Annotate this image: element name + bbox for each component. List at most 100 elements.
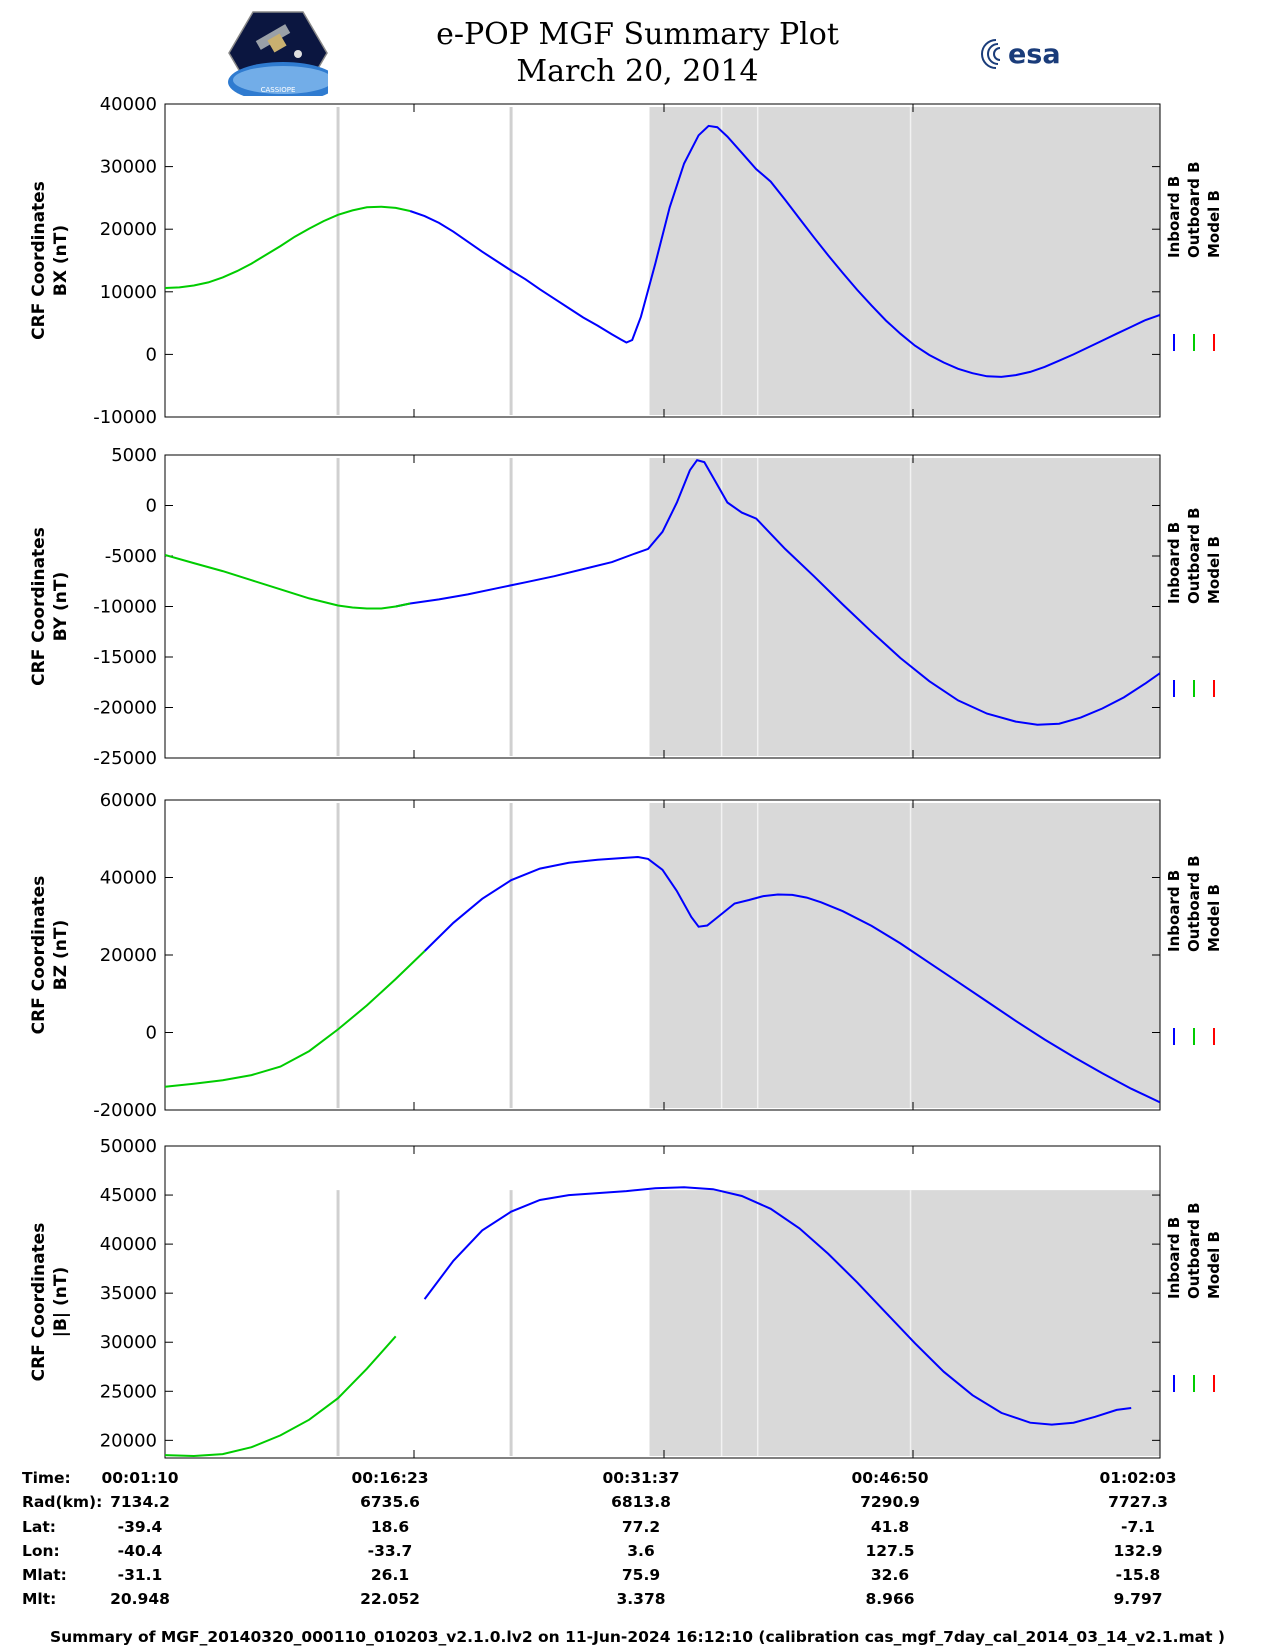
info-cell: 75.9 [621,1566,661,1585]
y-axis-label-line1: CRF Coordinates [29,876,49,1035]
axes-box [164,1145,1161,1459]
info-cell: 20.948 [110,1590,170,1609]
info-cell: 18.6 [370,1517,410,1536]
info-cell: 7727.3 [1108,1493,1168,1512]
esa-logo: esa [981,39,1061,70]
y-axis-label-line1: CRF Coordinates [29,527,49,686]
y-axis-label-line2: |B| (nT) [51,1267,71,1338]
eclipse-shading [649,107,1160,415]
axes-box [164,103,1161,418]
series-outboard-line [165,950,426,1088]
info-cell: 132.9 [1113,1541,1163,1560]
y-axis-label: CRF Coordinates BY (nT) [29,527,71,686]
series-inboard-line [423,855,1160,1104]
y-axis-label: CRF Coordinates BZ (nT) [29,876,71,1035]
info-row-label: Mlt: [22,1590,57,1609]
info-row: Lat: -39.4 18.6 77.2 41.8 -7.1 [22,1518,1212,1542]
y-tick-label: 0 [146,496,157,517]
title-line-1: e-POP MGF Summary Plot [436,17,839,52]
info-cell: 00:31:37 [602,1469,680,1487]
y-tick-label: 50000 [100,1136,157,1157]
y-axis-label-line1: CRF Coordinates [29,1223,49,1382]
info-cell: -33.7 [367,1541,413,1560]
info-cell: 00:16:23 [351,1469,429,1487]
info-row: Rad(km): 7134.2 6735.6 6813.8 7290.9 7727.3 [22,1493,1212,1517]
y-tick-label: 0 [146,344,157,365]
y-tick-label: -25000 [93,748,157,769]
y-tick-label: 25000 [100,1381,157,1402]
chart-panel-4: 20000 25000 30000 35000 40000 45000 50000 CRF C… [29,1136,1161,1459]
cassiope-logo: CASSIOPE [228,11,328,96]
eclipse-shading [649,458,1160,756]
info-cell: 6813.8 [611,1493,671,1512]
info-cell: 3.378 [616,1590,666,1609]
chart-panel-2: -25000 -20000 -15000 -10000 -5000 0 5000 CRF Co… [29,445,1161,769]
info-cell: -31.1 [117,1566,163,1585]
y-tick-label: -20000 [93,698,157,719]
info-cell: -40.4 [117,1541,163,1560]
info-row: Mlat: -31.1 26.1 75.9 32.6 -15.8 [22,1566,1212,1590]
info-cell: 3.6 [627,1541,655,1560]
series-outboard-line [165,554,411,610]
info-cell: 8.966 [865,1590,915,1609]
y-tick-label: 40000 [100,1234,157,1255]
info-row-label: Rad(km): [22,1493,103,1512]
info-cell: 00:01:10 [101,1469,179,1487]
info-cell: 00:46:50 [851,1469,929,1487]
info-row-label: Lat: [22,1517,56,1536]
y-tick-label: 20000 [100,945,157,966]
info-row-label: Lon: [22,1541,60,1560]
y-tick-label: 30000 [100,157,157,178]
eclipse-shading [649,1190,1160,1456]
info-cell: 6735.6 [360,1493,420,1512]
info-row: Mlt: 20.948 22.052 3.378 8.966 9.797 [22,1590,1212,1614]
info-cell: 01:02:03 [1099,1469,1177,1487]
info-row: Time: 00:01:10 00:16:23 00:31:37 00:46:50 01:… [22,1469,1212,1493]
info-cell: 26.1 [370,1566,410,1585]
info-row-label: Time: [22,1469,71,1487]
y-tick-label: -20000 [93,1100,157,1121]
y-tick-label: 35000 [100,1283,157,1304]
info-cell: -7.1 [1121,1517,1155,1536]
info-cell: -15.8 [1115,1566,1161,1585]
y-tick-label: -5000 [105,546,157,567]
plot-title: e-POP MGF Summary Plot March 20, 2014 [0,16,1275,90]
y-tick-label: 20000 [100,1430,157,1451]
y-tick-label: -10000 [93,597,157,618]
info-cell: -39.4 [117,1517,163,1536]
y-tick-label: 40000 [100,94,157,115]
y-axis-label: CRF Coordinates |B| (nT) [29,1223,71,1382]
info-cell: 127.5 [865,1541,915,1560]
title-line-2: March 20, 2014 [516,54,759,89]
y-tick-label: 60000 [100,790,157,811]
y-tick-label: 5000 [111,445,157,466]
orbit-info-table: Time: 00:01:10 00:16:23 00:31:37 00:46:50 01:… [22,1469,1212,1615]
y-axis-label: CRF Coordinates BX (nT) [29,181,71,340]
info-cell: 7134.2 [110,1493,170,1512]
info-row-label: Mlat: [22,1566,67,1585]
y-tick-label: 30000 [100,1332,157,1353]
y-tick-label: 10000 [100,282,157,303]
y-axis-label-line1: CRF Coordinates [29,181,49,340]
y-tick-label: 40000 [100,868,157,889]
y-tick-label: 0 [146,1023,157,1044]
y-tick-label: -15000 [93,647,157,668]
chart-panel-3: -20000 0 20000 40000 60000 CRF Coordinates BZ … [29,790,1161,1121]
series-inboard-line [395,458,1160,726]
y-axis-label-line2: BZ (nT) [51,920,71,990]
logo-right-text: esa [1008,39,1061,70]
info-row: Lon: -40.4 -33.7 3.6 127.5 132.9 [22,1542,1212,1566]
y-axis-label-line2: BY (nT) [51,572,71,642]
logo-left-text: CASSIOPE [261,86,296,94]
info-cell: 9.797 [1113,1590,1163,1609]
footer-summary: Summary of MGF_20140320_000110_010203_v2… [49,1628,1226,1646]
y-tick-label: 45000 [100,1185,157,1206]
series-outboard-line [165,205,411,289]
y-tick-label: 20000 [100,219,157,240]
chart-panel-1: -10000 0 10000 20000 30000 40000 CRF Coordinat… [29,94,1161,428]
series-outboard-line [165,1335,397,1458]
y-axis-label-line2: BX (nT) [51,225,71,296]
plots-area: -10000 0 10000 20000 30000 40000 CRF Coordinat… [29,94,1161,1459]
info-cell: 32.6 [870,1566,910,1585]
series-inboard-line [423,1186,1132,1426]
